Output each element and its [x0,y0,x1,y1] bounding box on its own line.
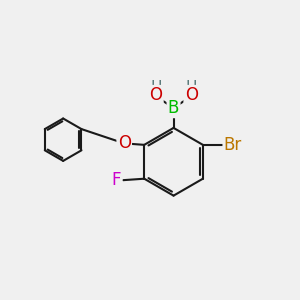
Text: H: H [185,80,197,95]
Text: B: B [168,99,179,117]
Text: Br: Br [224,136,242,154]
Text: O: O [185,86,198,104]
Text: F: F [112,171,121,189]
Text: H: H [150,80,162,95]
Text: O: O [149,86,162,104]
Text: O: O [118,134,131,152]
